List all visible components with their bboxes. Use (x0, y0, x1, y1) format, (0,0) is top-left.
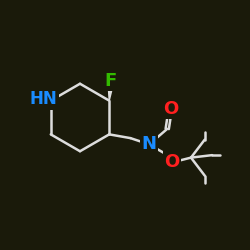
Polygon shape (108, 86, 113, 101)
Text: F: F (104, 72, 117, 90)
Text: N: N (142, 136, 157, 154)
Text: O: O (164, 153, 179, 171)
Text: O: O (163, 100, 178, 118)
Text: HN: HN (30, 90, 58, 108)
